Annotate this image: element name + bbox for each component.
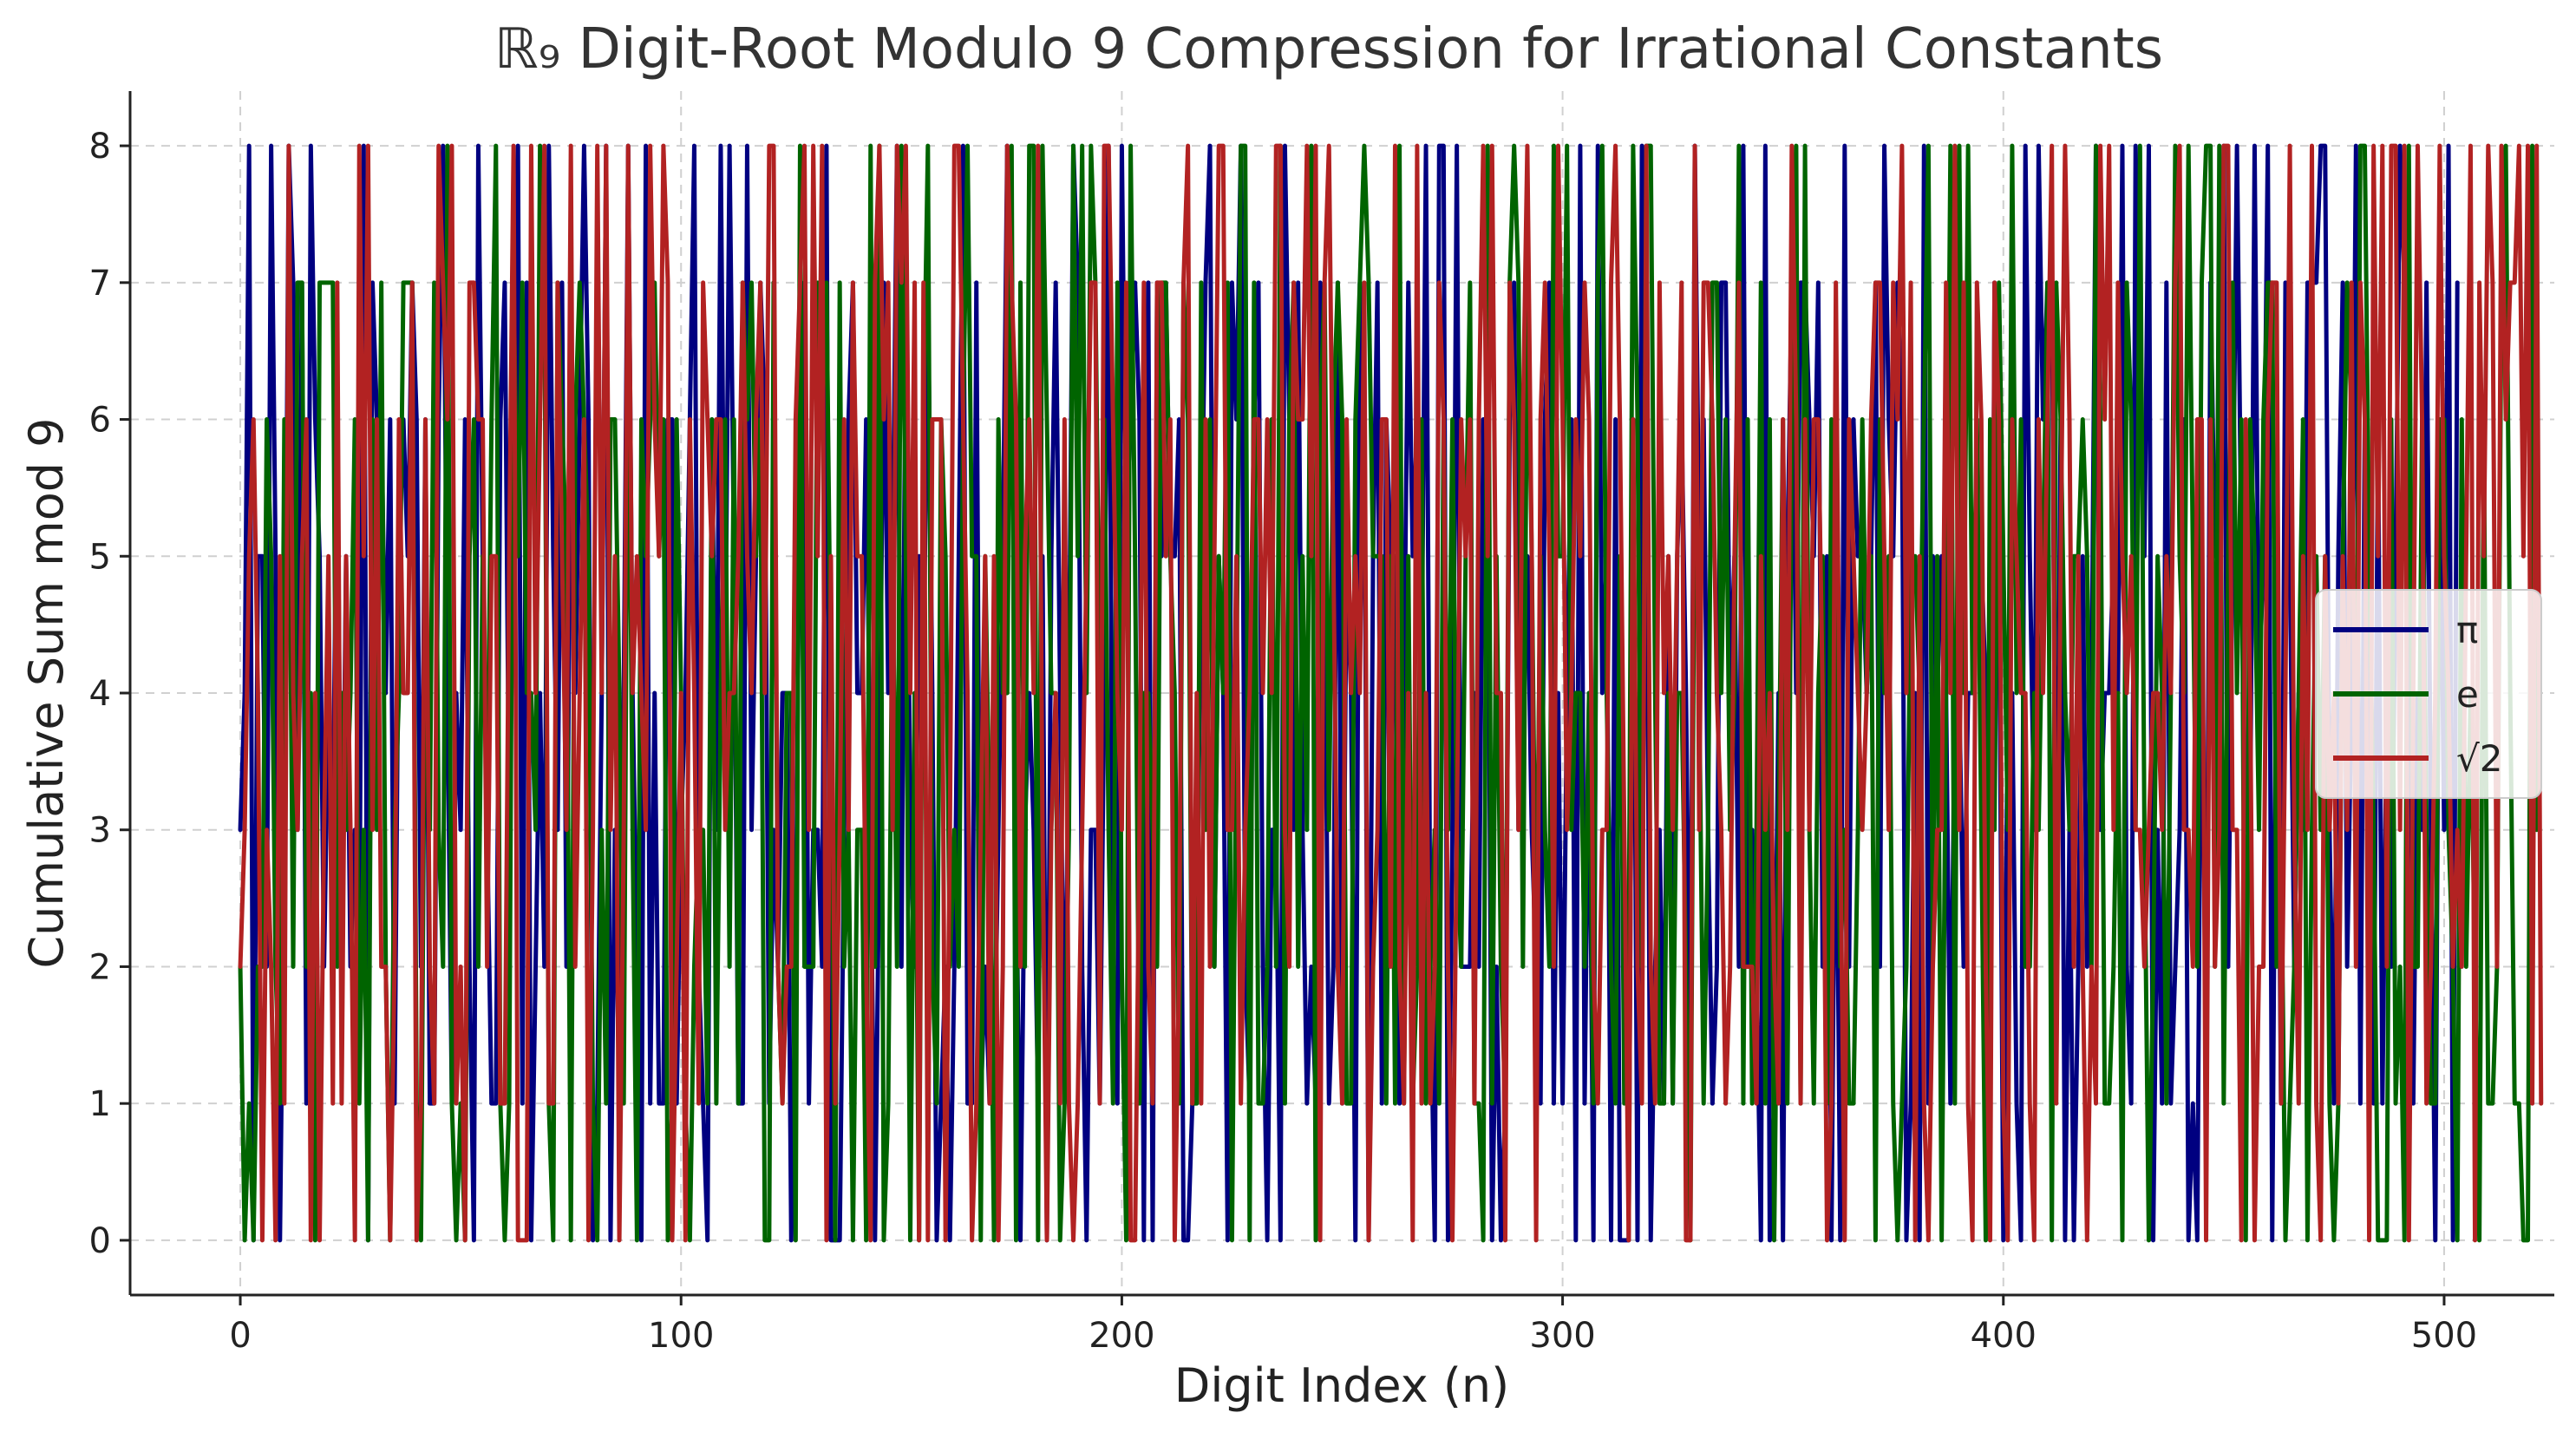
y-tick-label: 7 [89, 264, 111, 304]
x-tick-label: 500 [2411, 1316, 2477, 1356]
x-tick-label: 400 [1971, 1316, 2037, 1356]
legend: πe √2 [2315, 589, 2542, 799]
chart-title: ℝ₉ Digit-Root Modulo 9 Compression for I… [494, 17, 2163, 82]
x-axis-label: Digit Index (n) [1174, 1358, 1509, 1413]
y-tick-label: 6 [89, 401, 111, 441]
x-tick-label: 300 [1529, 1316, 1595, 1356]
legend-label-pi: π [2456, 609, 2478, 651]
y-tick-label: 2 [89, 947, 111, 987]
legend-label-sqrt2: √2 [2456, 737, 2502, 780]
y-tick-label: 3 [89, 811, 111, 851]
y-axis-label: Cumulative Sum mod 9 [19, 417, 74, 968]
legend-label-e: e [2456, 673, 2479, 716]
y-tick-label: 5 [89, 537, 111, 577]
y-tick-label: 8 [89, 127, 111, 167]
series-lines [238, 143, 2544, 1243]
x-tick-label: 200 [1089, 1316, 1154, 1356]
series-line-sqrt2 [238, 143, 2544, 1243]
y-tick-label: 4 [89, 674, 111, 714]
x-tick-label: 0 [229, 1316, 251, 1356]
y-axis-ticks: 0 1 2 3 4 5 6 7 8 [89, 127, 130, 1261]
x-axis-ticks: 0 100 200 300 400 500 [229, 1295, 2477, 1356]
y-tick-label: 0 [89, 1221, 111, 1261]
x-tick-label: 100 [648, 1316, 714, 1356]
y-tick-label: 1 [89, 1084, 111, 1124]
